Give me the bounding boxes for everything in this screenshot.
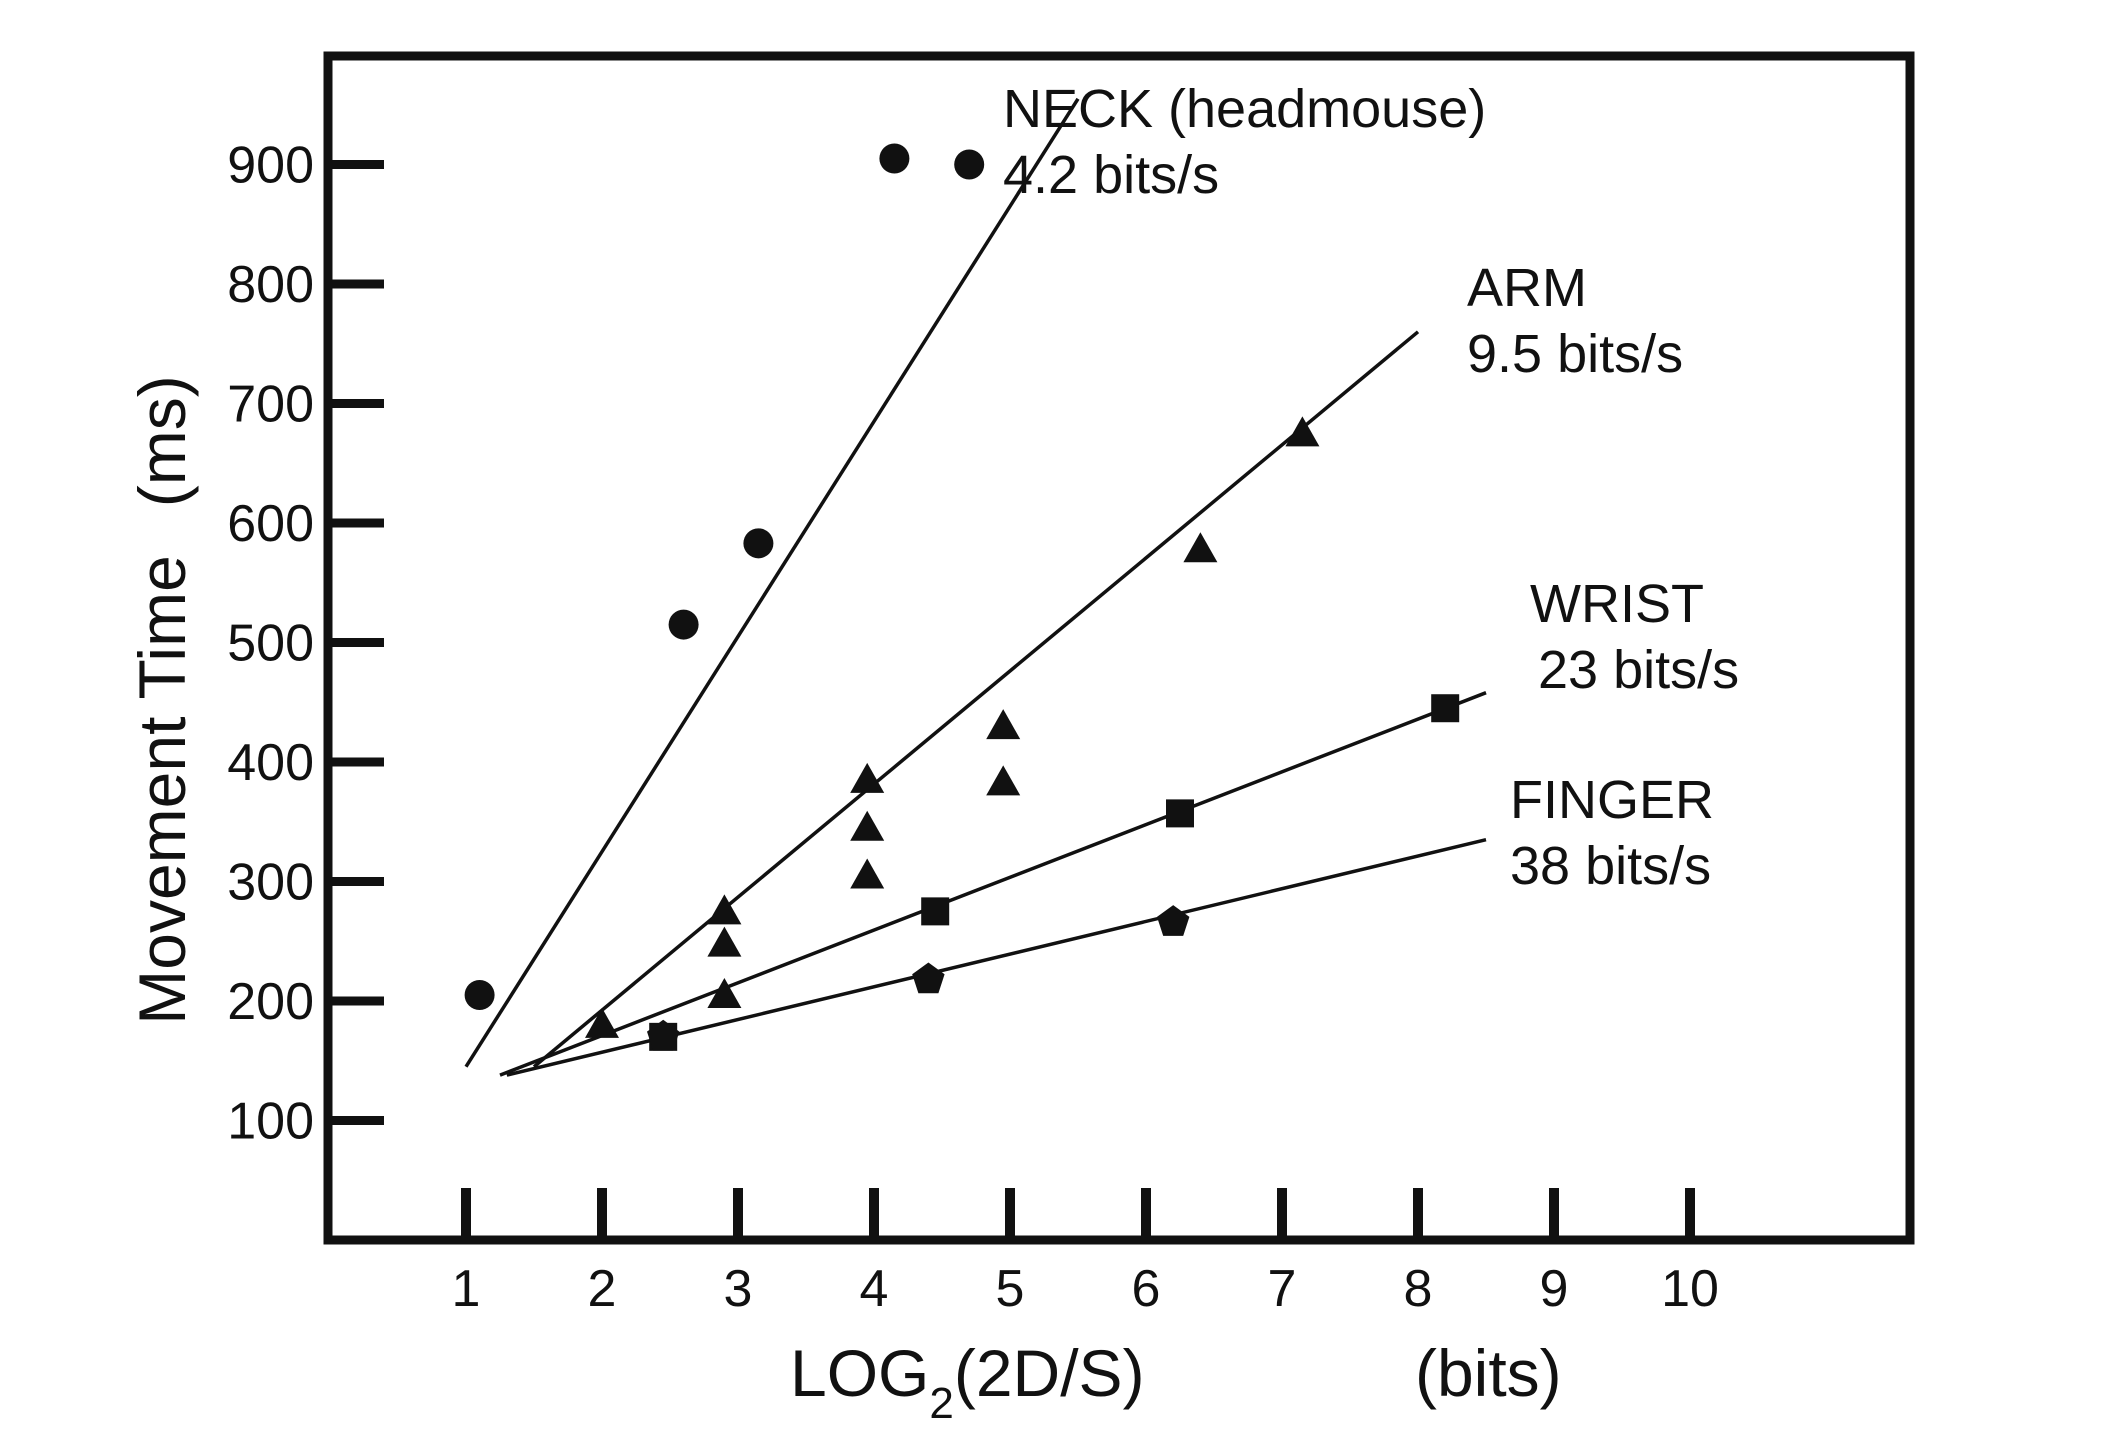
arm-point (707, 926, 742, 957)
series-name: NECK (headmouse) (1003, 79, 1486, 139)
arm-point (707, 894, 742, 925)
wrist-point (921, 897, 950, 926)
y-axis-ticks: 100 200 300 400 500 600 700 800 900 (227, 137, 384, 1151)
series-rate: 9.5 bits/s (1467, 324, 1683, 384)
series-label-circle: NECK (headmouse) 4.2 bits/s (1003, 79, 1486, 205)
arm-point (585, 1007, 619, 1038)
x-axis-label-subscript: 2 (929, 1379, 953, 1428)
y-tick-label: 700 (227, 376, 314, 434)
series-rate: 23 bits/s (1538, 640, 1739, 700)
x-axis-ticks: 1 2 3 4 5 6 7 8 9 10 (452, 1188, 1719, 1318)
arm-point (850, 810, 885, 841)
series-name: FINGER (1510, 770, 1714, 830)
y-axis-label-text: Movement Time (125, 555, 199, 1024)
fit-lines (464, 97, 1487, 1077)
y-axis-label: Movement Time (ms) (125, 375, 199, 1024)
x-axis-label: LOG2(2D/S) (790, 1336, 1145, 1428)
arm-point (850, 858, 885, 889)
arm-point (1183, 532, 1218, 563)
y-tick-label: 500 (227, 615, 314, 673)
arm-point (1285, 416, 1320, 447)
neck-point (954, 149, 985, 180)
series-label-pentagon: FINGER 38 bits/s (1510, 770, 1714, 896)
y-axis-label-unit: (ms) (125, 375, 199, 507)
neck-point (879, 143, 910, 174)
neck-point (743, 528, 774, 559)
y-tick-label: 100 (227, 1093, 314, 1151)
x-tick-label: 6 (1132, 1260, 1161, 1318)
fit-line-triangle (532, 330, 1420, 1069)
series-name: WRIST (1530, 574, 1704, 634)
x-tick-label: 3 (724, 1260, 753, 1318)
x-tick-label: 7 (1268, 1260, 1297, 1318)
y-tick-label: 800 (227, 256, 314, 314)
series-rate: 38 bits/s (1510, 836, 1711, 896)
arm-point (986, 765, 1021, 796)
arm-point (850, 762, 885, 793)
data-markers (464, 143, 1460, 1051)
x-axis-label-rest: (2D/S) (954, 1336, 1145, 1410)
arm-point (707, 978, 742, 1009)
y-tick-label: 300 (227, 854, 314, 912)
arm-point (986, 709, 1021, 740)
y-tick-label: 600 (227, 495, 314, 553)
x-axis-unit: (bits) (1415, 1336, 1562, 1410)
plot-frame (323, 51, 1915, 1245)
y-tick-label: 900 (227, 137, 314, 195)
series-rate: 4.2 bits/s (1003, 145, 1219, 205)
x-tick-label: 5 (996, 1260, 1025, 1318)
neck-point (464, 980, 495, 1011)
series-labels: NECK (headmouse) 4.2 bits/s ARM 9.5 bits/s W… (1003, 79, 1739, 896)
neck-point (668, 609, 699, 640)
series-label-square: WRIST 23 bits/s (1530, 574, 1739, 700)
finger-point (1157, 905, 1190, 936)
finger-point (647, 1019, 680, 1051)
x-tick-label: 9 (1540, 1260, 1569, 1318)
finger-point (912, 962, 945, 994)
series-label-triangle: ARM 9.5 bits/s (1467, 258, 1683, 384)
x-tick-label: 1 (452, 1260, 481, 1318)
wrist-point (1166, 799, 1194, 828)
y-tick-label: 200 (227, 973, 314, 1031)
x-tick-label: 8 (1404, 1260, 1433, 1318)
x-axis-label-text: LOG (790, 1336, 929, 1410)
x-tick-label: 4 (860, 1260, 889, 1318)
fit-line-circle (464, 97, 1080, 1068)
x-tick-label: 2 (588, 1260, 617, 1318)
x-tick-label: 10 (1661, 1260, 1719, 1318)
fit-line-square (499, 691, 1487, 1077)
wrist-point (1431, 694, 1460, 723)
series-name: ARM (1467, 258, 1587, 318)
y-tick-label: 400 (227, 734, 314, 792)
